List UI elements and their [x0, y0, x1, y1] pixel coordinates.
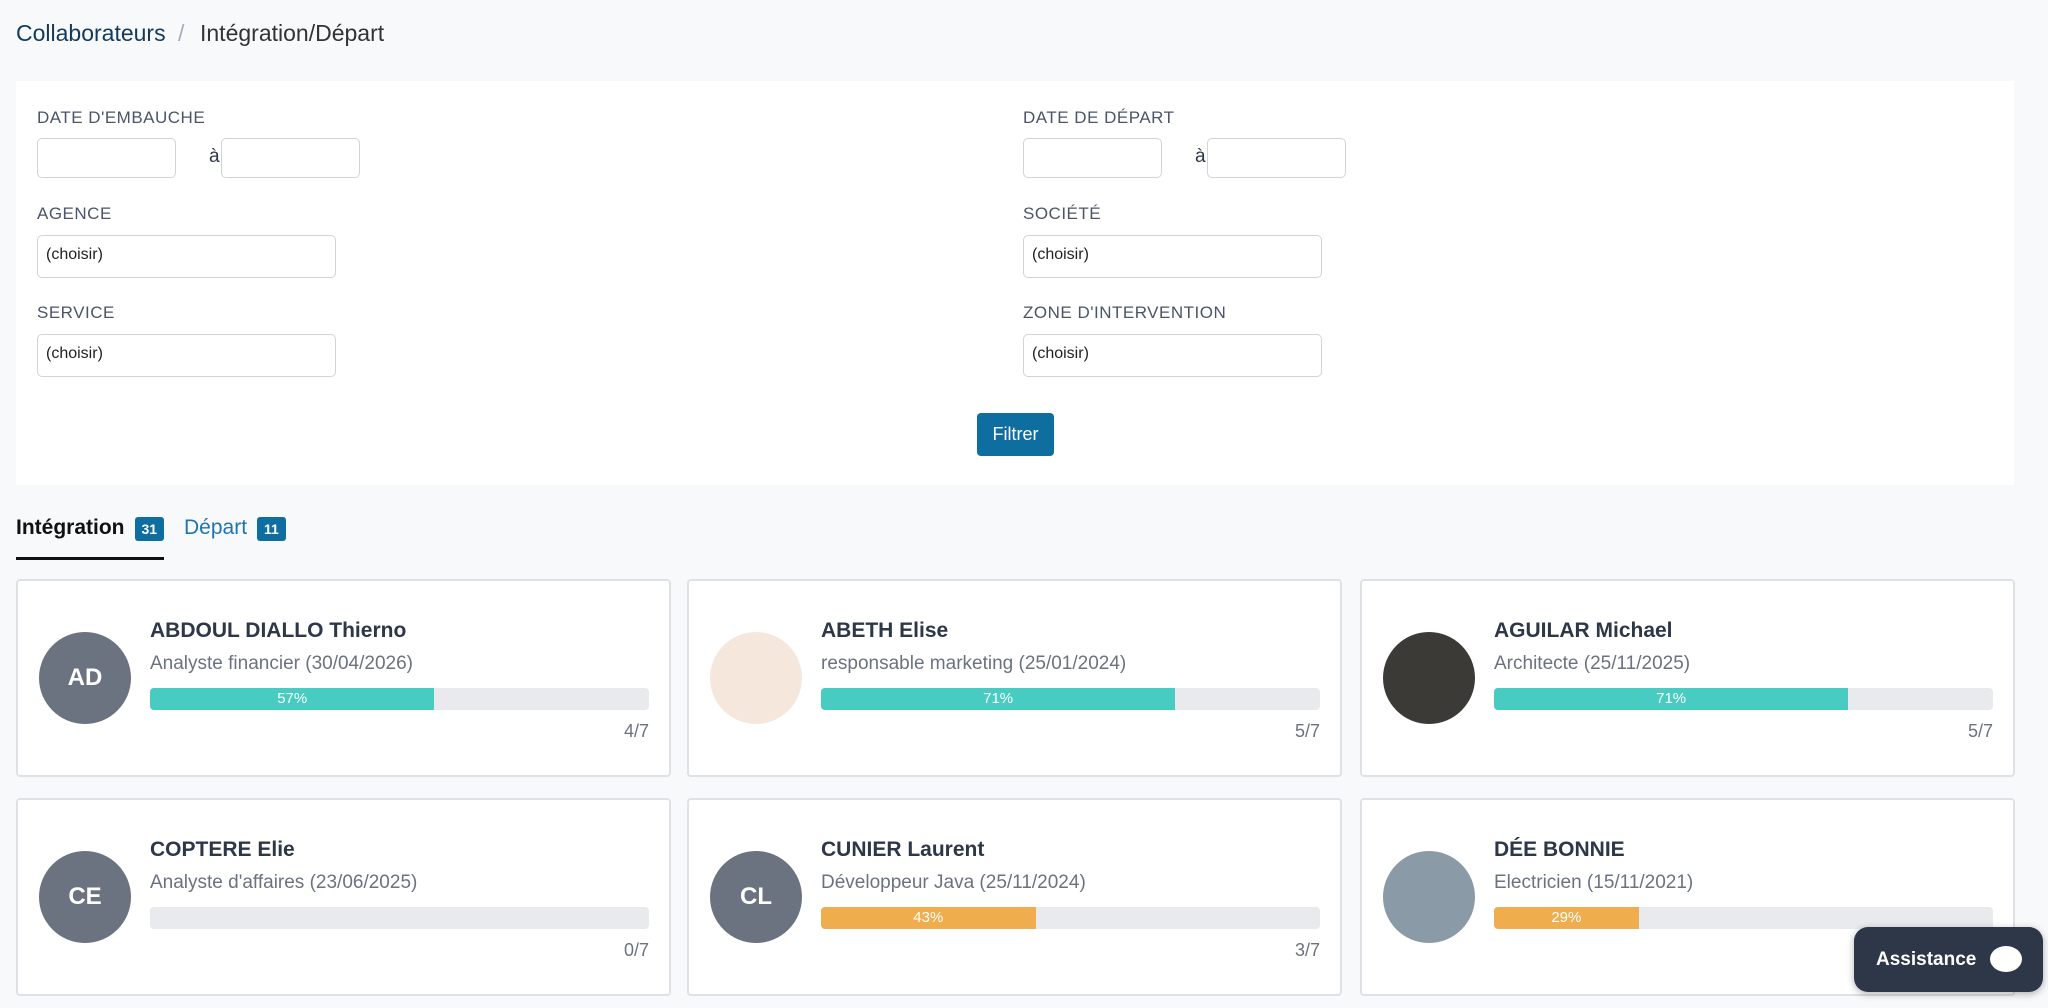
progress-track: 71%: [1494, 688, 1993, 710]
progress-bar: 71%: [821, 688, 1176, 710]
avatar: [710, 632, 802, 724]
employee-role: Analyste financier (30/04/2026): [150, 653, 413, 674]
employee-card[interactable]: CL CUNIER Laurent Développeur Java (25/11/…: [687, 798, 1342, 996]
employee-role: Développeur Java (25/11/2024): [821, 872, 1086, 893]
breadcrumb-current: Intégration/Départ: [200, 20, 385, 46]
progress-steps: 5/7: [1294, 721, 1320, 741]
filter-label: DATE D'EMBAUCHE: [37, 108, 206, 127]
assistance-button[interactable]: Assistance: [1854, 927, 2043, 992]
select[interactable]: (choisir): [37, 235, 336, 278]
date-input[interactable]: [1023, 138, 1162, 178]
progress-track: 71%: [821, 688, 1320, 710]
filter-label: SERVICE: [37, 303, 115, 322]
employee-card[interactable]: AD ABDOUL DIALLO Thierno Analyste financie…: [16, 579, 671, 777]
progress-track: [150, 907, 649, 929]
chat-icon: [1990, 946, 2022, 972]
avatar: CL: [710, 851, 802, 943]
filter-label: ZONE D'INTERVENTION: [1023, 303, 1227, 322]
employee-name: AGUILAR Michael: [1494, 619, 1673, 642]
progress-track: 29%: [1494, 907, 1993, 929]
employee-role: Electricien (15/11/2021): [1494, 872, 1694, 893]
filter-panel: DATE D'EMBAUCHE à AGENCE (choisir) SERVICE (c…: [16, 81, 2014, 485]
filter-label: SOCIÉTÉ: [1023, 204, 1102, 223]
range-separator: à: [1195, 146, 1206, 167]
progress-steps: 5/7: [1967, 721, 1993, 741]
progress-bar: 43%: [821, 907, 1036, 929]
avatar: CE: [39, 851, 131, 943]
avatar: AD: [39, 632, 131, 724]
employee-card[interactable]: ABETH Elise responsable marketing (25/01/…: [687, 579, 1342, 777]
filter-label: DATE DE DÉPART: [1023, 108, 1175, 127]
select[interactable]: (choisir): [1023, 235, 1322, 278]
avatar: [1383, 851, 1475, 943]
tab-badge: 31: [134, 517, 165, 541]
progress-bar: 57%: [150, 688, 435, 710]
tab[interactable]: Intégration 31: [16, 516, 165, 560]
select[interactable]: (choisir): [37, 334, 336, 377]
employee-name: CUNIER Laurent: [821, 838, 985, 861]
progress-bar: 71%: [1494, 688, 1849, 710]
progress-steps: 4/7: [623, 721, 649, 741]
tab-badge: 11: [257, 517, 286, 541]
employee-role: Architecte (25/11/2025): [1494, 653, 1691, 674]
employee-card[interactable]: AGUILAR Michael Architecte (25/11/2025) 71…: [1360, 579, 2015, 777]
filter-label: AGENCE: [37, 204, 112, 223]
progress-bar: 29%: [1494, 907, 1639, 929]
tab[interactable]: Départ 11: [184, 516, 286, 560]
progress-steps: 3/7: [1294, 940, 1320, 960]
date-input[interactable]: [37, 138, 176, 178]
date-input[interactable]: [1207, 138, 1346, 178]
progress-steps: 0/7: [623, 940, 649, 960]
tab-label: Départ: [184, 516, 248, 539]
breadcrumb-link[interactable]: Collaborateurs: [16, 20, 166, 46]
employee-name: DÉE BONNIE: [1494, 838, 1625, 861]
employee-name: COPTERE Elie: [150, 838, 295, 861]
employee-name: ABDOUL DIALLO Thierno: [150, 619, 407, 642]
employee-role: responsable marketing (25/01/2024): [821, 653, 1127, 674]
breadcrumb-separator: /: [178, 20, 185, 46]
progress-track: 43%: [821, 907, 1320, 929]
filter-button[interactable]: Filtrer: [977, 413, 1054, 456]
date-input[interactable]: [221, 138, 360, 178]
employee-role: Analyste d'affaires (23/06/2025): [150, 872, 418, 893]
employee-card[interactable]: CE COPTERE Elie Analyste d'affaires (23/06…: [16, 798, 671, 996]
avatar: [1383, 632, 1475, 724]
tab-label: Intégration: [16, 516, 125, 539]
select[interactable]: (choisir): [1023, 334, 1322, 377]
employee-name: ABETH Elise: [821, 619, 949, 642]
progress-track: 57%: [150, 688, 649, 710]
range-separator: à: [209, 146, 220, 167]
